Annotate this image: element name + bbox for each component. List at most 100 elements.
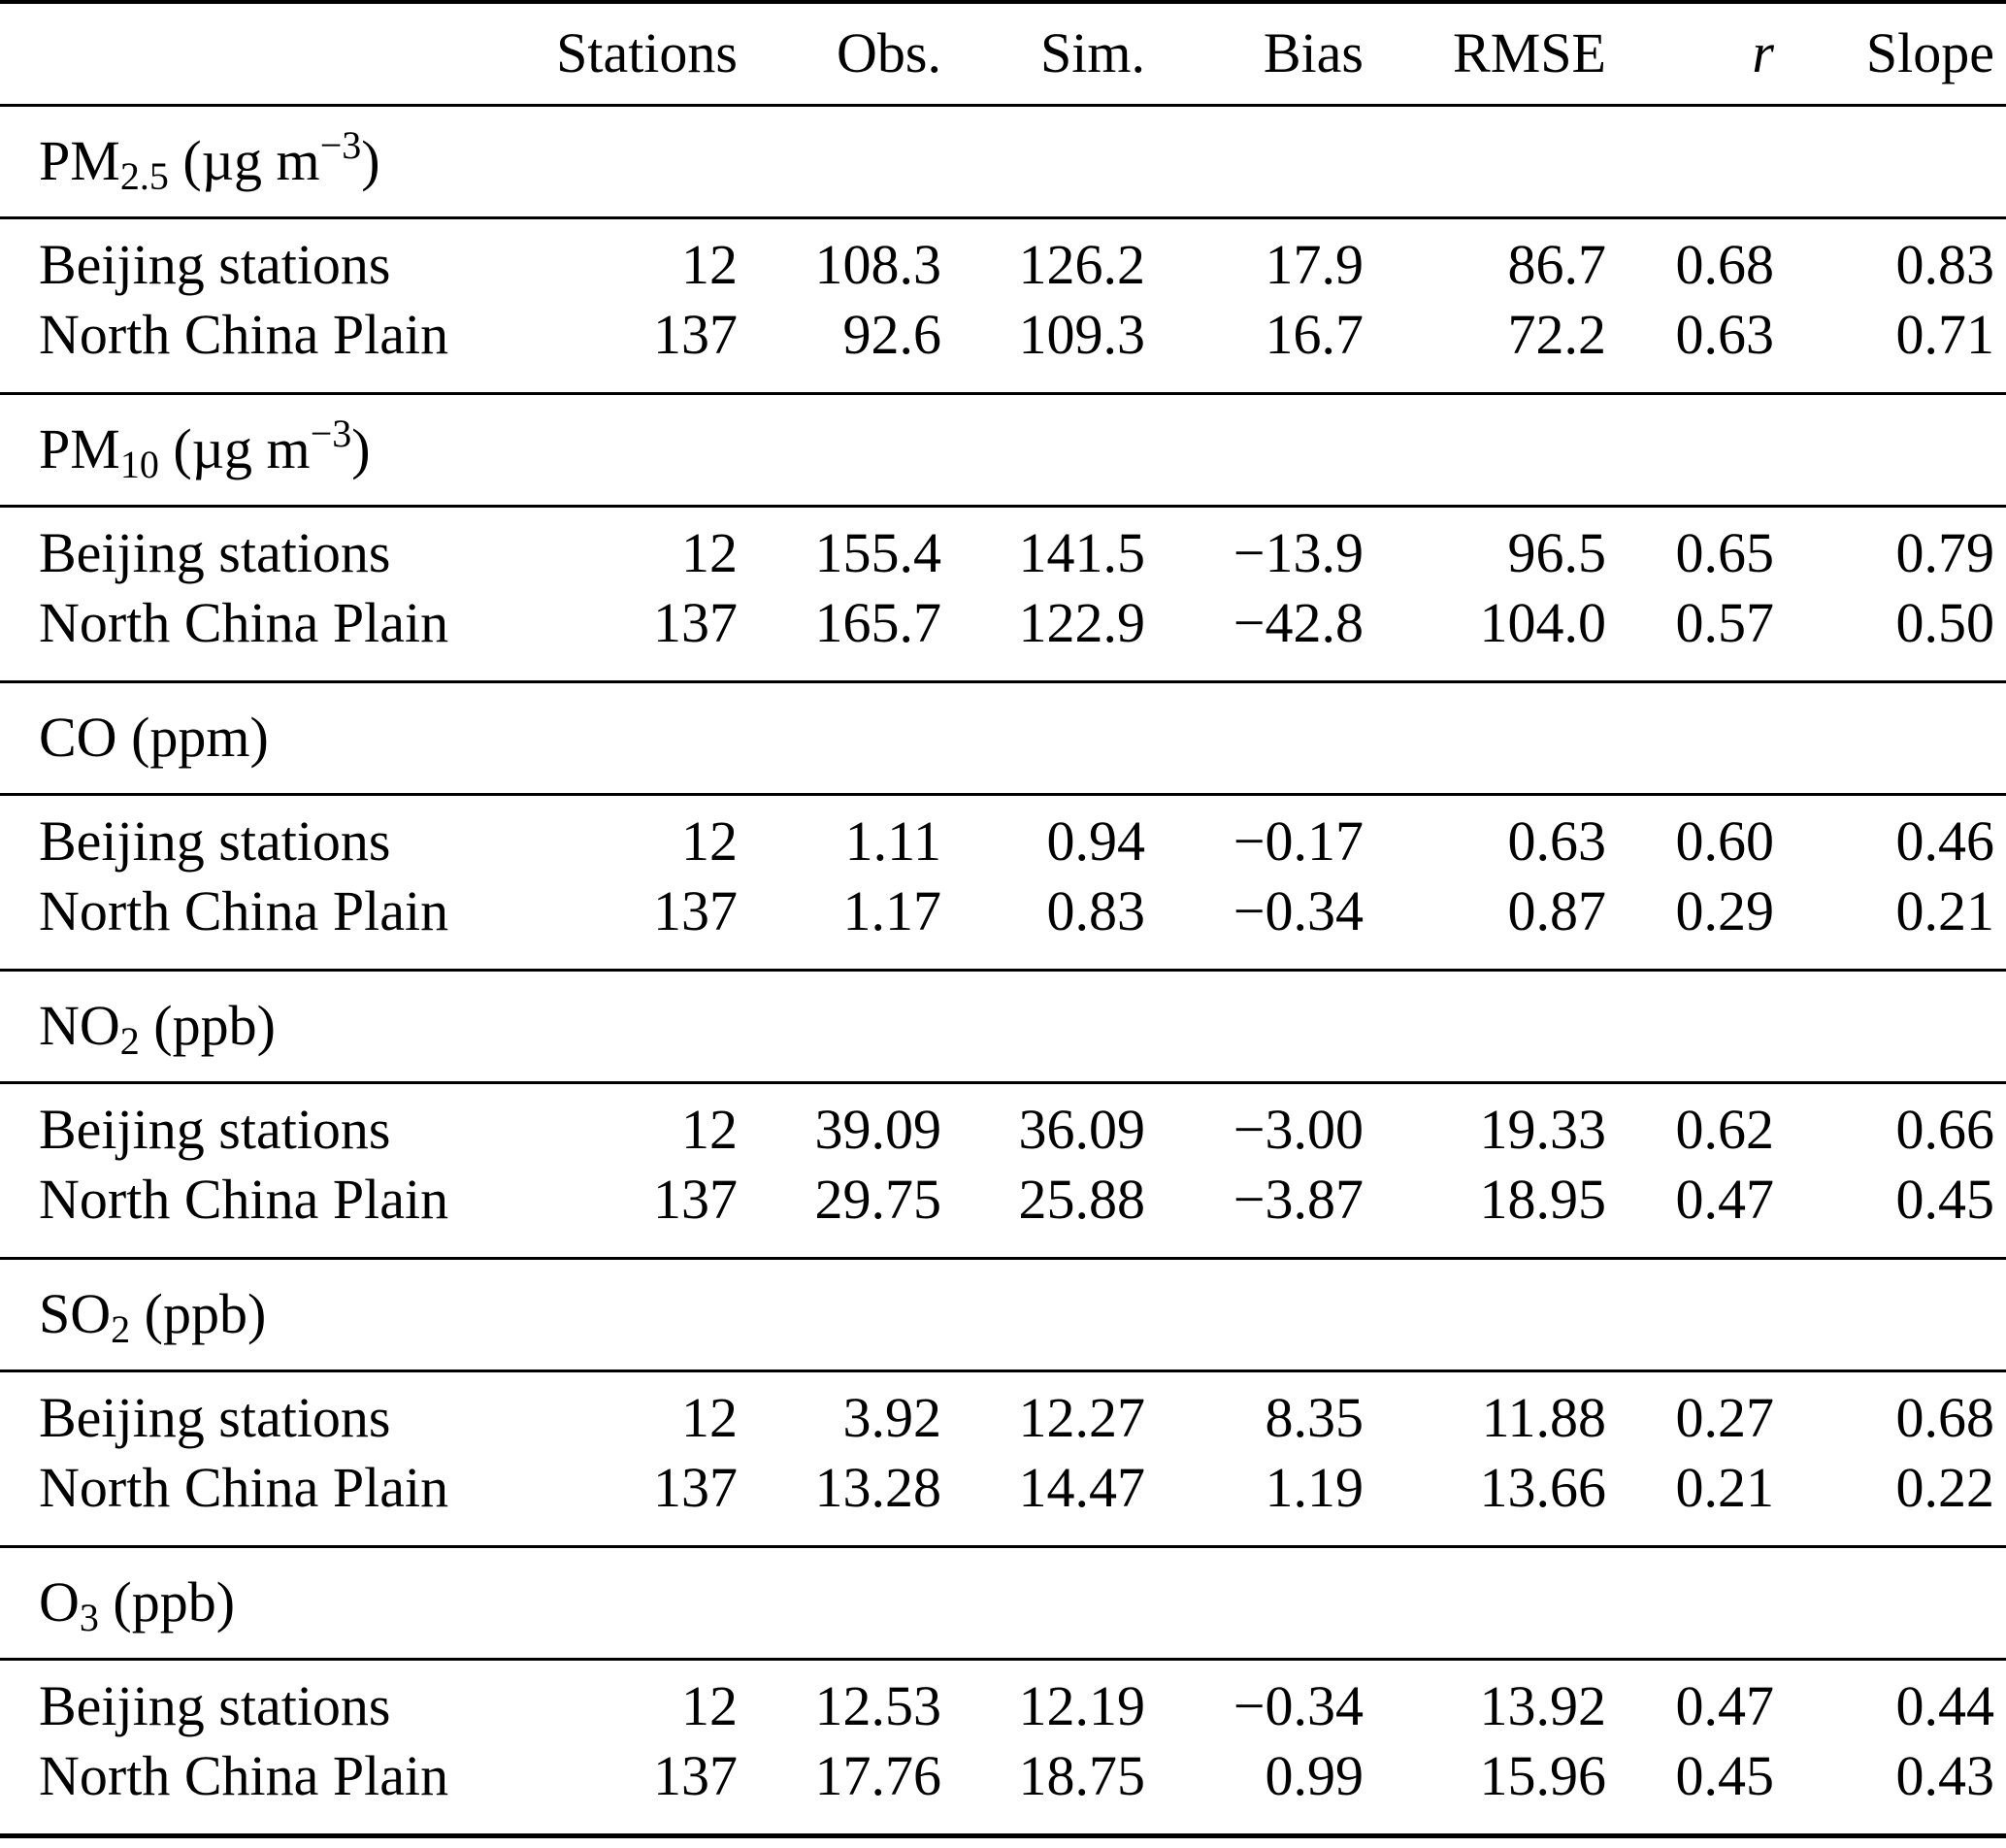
section-header-no2: NO2 (ppb) <box>0 970 2006 1082</box>
table-row: Beijing stations 12 12.53 12.19 −0.34 13… <box>0 1659 2006 1741</box>
cell-rmse: 18.95 <box>1479 1167 1607 1231</box>
section-label-subscript: 10 <box>119 443 159 486</box>
cell-slope: 0.46 <box>1895 808 1995 873</box>
section-label: SO2 (ppb) <box>0 1258 2006 1370</box>
cell-sim: 122.9 <box>1018 590 1146 654</box>
column-header-empty <box>0 2 550 105</box>
cell-rmse: 104.0 <box>1479 590 1607 654</box>
section-header-co: CO (ppm) <box>0 681 2006 794</box>
cell-stations: 12 <box>681 1385 738 1449</box>
cell-rmse: 13.92 <box>1479 1673 1607 1737</box>
cell-bias: 0.99 <box>1265 1743 1365 1807</box>
row-label: Beijing stations <box>39 1673 391 1737</box>
table-row: North China Plain 137 1.17 0.83 −0.34 0.… <box>0 876 2006 970</box>
section-label-subscript: 2 <box>119 1019 140 1063</box>
cell-r: 0.29 <box>1675 878 1775 942</box>
cell-sim: 36.09 <box>1018 1097 1146 1161</box>
cell-obs: 3.92 <box>842 1385 942 1449</box>
cell-sim: 12.19 <box>1018 1673 1146 1737</box>
cell-obs: 165.7 <box>814 590 942 654</box>
column-header-slope: Slope <box>1865 21 1994 85</box>
table-row: Beijing stations 12 3.92 12.27 8.35 11.8… <box>0 1370 2006 1453</box>
cell-stations: 137 <box>653 1167 738 1231</box>
cell-rmse: 96.5 <box>1507 520 1607 584</box>
cell-bias: 17.9 <box>1265 232 1365 296</box>
cell-obs: 92.6 <box>842 302 942 366</box>
cell-bias: 16.7 <box>1265 302 1365 366</box>
row-label: Beijing stations <box>39 520 391 584</box>
section-label: O3 (ppb) <box>0 1546 2006 1659</box>
cell-r: 0.63 <box>1675 302 1775 366</box>
cell-obs: 155.4 <box>814 520 942 584</box>
table-row: Beijing stations 12 39.09 36.09 −3.00 19… <box>0 1082 2006 1165</box>
cell-stations: 137 <box>653 1743 738 1807</box>
section-label-unit-close: ) <box>361 129 380 192</box>
section-header-o3: O3 (ppb) <box>0 1546 2006 1659</box>
section-label-base: SO <box>39 1282 112 1345</box>
cell-slope: 0.45 <box>1895 1167 1995 1231</box>
cell-rmse: 72.2 <box>1507 302 1607 366</box>
cell-slope: 0.21 <box>1895 878 1995 942</box>
cell-r: 0.62 <box>1675 1097 1775 1161</box>
cell-stations: 137 <box>653 1455 738 1519</box>
cell-r: 0.21 <box>1675 1455 1775 1519</box>
table-row: Beijing stations 12 1.11 0.94 −0.17 0.63… <box>0 794 2006 876</box>
cell-r: 0.65 <box>1675 520 1775 584</box>
cell-slope: 0.68 <box>1895 1385 1995 1449</box>
cell-stations: 12 <box>681 520 738 584</box>
table-row: North China Plain 137 92.6 109.3 16.7 72… <box>0 300 2006 393</box>
column-header-r: r <box>1752 21 1774 85</box>
cell-rmse: 11.88 <box>1481 1385 1606 1449</box>
section-label: PM10 (µg m−3) <box>0 393 2006 506</box>
section-label: NO2 (ppb) <box>0 970 2006 1082</box>
cell-stations: 12 <box>681 232 738 296</box>
column-header-stations: Stations <box>556 21 738 85</box>
cell-obs: 13.28 <box>814 1455 942 1519</box>
section-label-base: NO <box>39 994 120 1057</box>
section-header-so2: SO2 (ppb) <box>0 1258 2006 1370</box>
section-label-subscript: 2 <box>111 1307 131 1351</box>
cell-sim: 12.27 <box>1018 1385 1146 1449</box>
cell-rmse: 15.96 <box>1479 1743 1607 1807</box>
table-row: North China Plain 137 165.7 122.9 −42.8 … <box>0 588 2006 681</box>
section-label-base: PM <box>39 417 120 480</box>
column-header-sim: Sim. <box>1040 21 1145 85</box>
cell-bias: −13.9 <box>1233 520 1364 584</box>
section-label-subscript: 2.5 <box>119 154 169 198</box>
column-header-obs: Obs. <box>837 21 941 85</box>
cell-sim: 0.94 <box>1046 808 1146 873</box>
section-label-superscript: −3 <box>319 123 362 167</box>
column-header-bias: Bias <box>1263 21 1364 85</box>
cell-rmse: 13.66 <box>1479 1455 1607 1519</box>
row-label: North China Plain <box>39 1167 449 1231</box>
cell-r: 0.27 <box>1675 1385 1775 1449</box>
cell-bias: 8.35 <box>1265 1385 1365 1449</box>
section-header-pm25: PM2.5 (µg m−3) <box>0 105 2006 217</box>
cell-sim: 0.83 <box>1046 878 1146 942</box>
section-label: CO (ppm) <box>0 681 2006 794</box>
cell-stations: 12 <box>681 1097 738 1161</box>
row-label: North China Plain <box>39 302 449 366</box>
section-label-unit: (ppb) <box>139 994 276 1057</box>
cell-obs: 1.11 <box>844 808 941 873</box>
table-row: Beijing stations 12 155.4 141.5 −13.9 96… <box>0 506 2006 588</box>
cell-sim: 141.5 <box>1018 520 1146 584</box>
cell-slope: 0.79 <box>1895 520 1995 584</box>
cell-obs: 1.17 <box>842 878 942 942</box>
row-label: Beijing stations <box>39 808 391 873</box>
section-label-base: PM <box>39 129 120 192</box>
section-label-unit: (µg m <box>158 417 311 480</box>
row-label: North China Plain <box>39 1743 449 1807</box>
section-header-pm10: PM10 (µg m−3) <box>0 393 2006 506</box>
section-label-unit: (ppb) <box>130 1282 267 1345</box>
cell-sim: 18.75 <box>1018 1743 1146 1807</box>
cell-bias: −0.17 <box>1233 808 1364 873</box>
cell-rmse: 19.33 <box>1479 1097 1607 1161</box>
cell-obs: 29.75 <box>814 1167 942 1231</box>
section-label-unit-close: ) <box>351 417 371 480</box>
cell-obs: 17.76 <box>814 1743 942 1807</box>
cell-stations: 137 <box>653 878 738 942</box>
cell-sim: 126.2 <box>1018 232 1146 296</box>
section-label-unit: (ppm) <box>116 706 269 769</box>
cell-r: 0.45 <box>1675 1743 1775 1807</box>
